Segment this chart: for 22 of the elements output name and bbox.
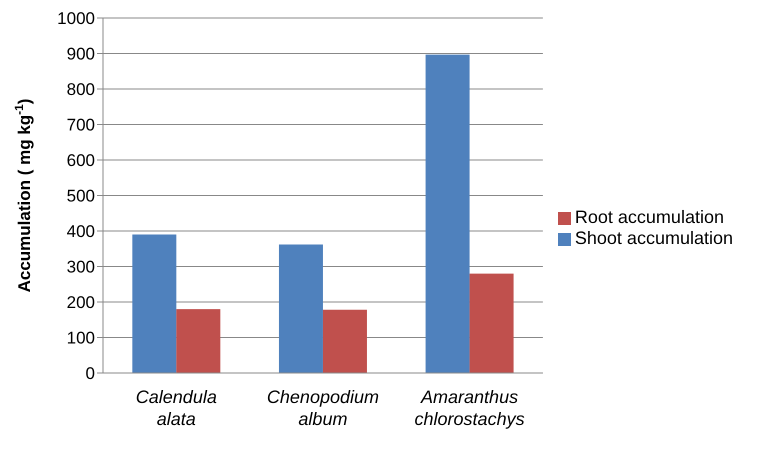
- y-tick-label: 0: [86, 364, 95, 384]
- bar: [176, 309, 220, 373]
- y-tick-label: 500: [66, 186, 95, 206]
- y-tick-label: 800: [66, 80, 95, 100]
- y-tick-label: 300: [66, 258, 95, 277]
- bar: [470, 274, 514, 373]
- bar: [426, 54, 470, 373]
- legend-label: Root accumulation: [574, 207, 724, 227]
- y-tick-label: 700: [66, 116, 95, 135]
- bar: [322, 310, 367, 373]
- y-tick-label: 200: [66, 293, 95, 312]
- bar: [132, 234, 176, 373]
- bar: [278, 244, 323, 373]
- y-tick-label: 1000: [57, 9, 95, 28]
- y-tick-label: 600: [66, 151, 95, 170]
- x-tick-label: Amaranthus chlorostachys: [414, 387, 525, 429]
- y-tick-label: 400: [66, 222, 95, 242]
- x-tick-label: Chenopodium album: [266, 387, 379, 429]
- legend-label: Shoot accumulation: [574, 228, 733, 248]
- y-tick-label: 900: [66, 44, 95, 64]
- x-tick-label: Calendula alata: [136, 387, 217, 429]
- y-tick-label: 100: [66, 328, 95, 348]
